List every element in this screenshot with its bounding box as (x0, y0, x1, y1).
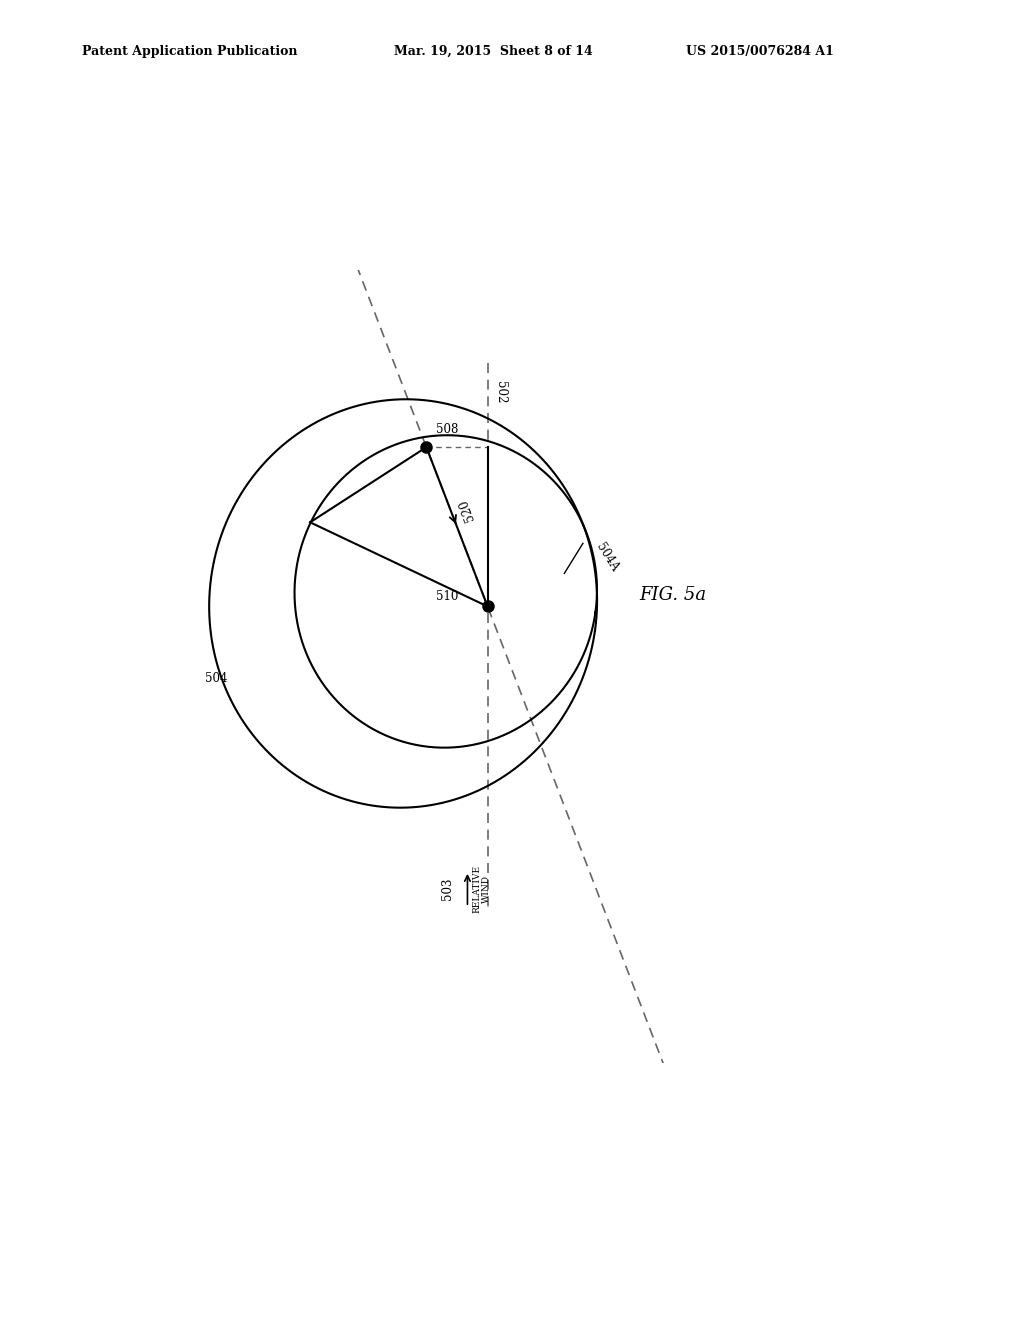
Text: FIG. 5a: FIG. 5a (640, 586, 707, 605)
Text: US 2015/0076284 A1: US 2015/0076284 A1 (686, 45, 834, 58)
Text: 508: 508 (436, 422, 459, 436)
Text: 510: 510 (436, 590, 459, 603)
Text: 503: 503 (441, 878, 454, 900)
Text: RELATIVE
WIND: RELATIVE WIND (472, 865, 492, 913)
Text: 504: 504 (206, 672, 228, 685)
Text: Mar. 19, 2015  Sheet 8 of 14: Mar. 19, 2015 Sheet 8 of 14 (394, 45, 593, 58)
Text: Patent Application Publication: Patent Application Publication (82, 45, 297, 58)
Text: 504A: 504A (593, 540, 621, 573)
Text: 502: 502 (494, 381, 507, 404)
Text: 520: 520 (457, 496, 477, 523)
